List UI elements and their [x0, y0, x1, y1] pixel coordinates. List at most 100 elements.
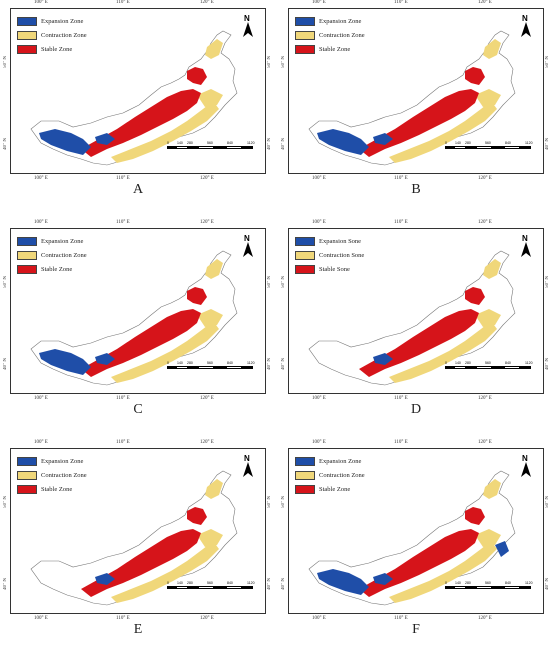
legend-item: Contraction Zone — [17, 29, 87, 41]
legend-item: Contraction Zone — [295, 469, 365, 481]
region-map — [30, 30, 238, 166]
svg-text:1120: 1120 — [247, 361, 255, 365]
contraction-area — [389, 541, 497, 603]
svg-text:0: 0 — [167, 361, 169, 365]
expansion-area — [495, 541, 509, 557]
legend-swatch — [17, 470, 37, 480]
longitude-tick-bottom: 120° E — [478, 176, 492, 181]
legend-item: Expansion Zone — [17, 455, 87, 467]
panel-label: F — [412, 622, 420, 637]
north-arrow-icon: N — [519, 13, 533, 39]
latitude-tick-left: 40° N — [3, 358, 8, 370]
map-panel-f: Expansion Zone Contraction Zone Stable Zon… — [281, 440, 550, 644]
legend-swatch — [17, 264, 37, 274]
svg-text:0: 0 — [445, 141, 447, 145]
longitude-tick-bottom: 100° E — [312, 616, 326, 621]
legend-swatch — [17, 456, 37, 466]
latitude-tick-left: 40° N — [281, 578, 286, 590]
legend-item: Contraction Zone — [295, 29, 365, 41]
region-map — [308, 250, 516, 386]
longitude-tick-top: 120° E — [478, 0, 492, 5]
svg-text:560: 560 — [485, 141, 491, 145]
expansion-area — [317, 129, 369, 155]
latitude-tick-right: 40° N — [267, 358, 272, 370]
map-panel-c: Expansion Zone Contraction Zone Stable Zon… — [3, 220, 272, 424]
legend-label: Stable Zone — [41, 45, 73, 53]
legend-item: Expansion Sone — [295, 235, 364, 247]
svg-text:280: 280 — [465, 581, 471, 585]
svg-text:280: 280 — [187, 581, 193, 585]
stable-area — [187, 287, 207, 305]
longitude-tick-top: 110° E — [394, 0, 408, 5]
legend-item: Stable Zone — [17, 483, 87, 495]
contraction-area — [205, 479, 223, 499]
legend-item: Expansion Zone — [295, 15, 365, 27]
longitude-tick-bottom: 120° E — [478, 396, 492, 401]
map-frame: Expansion Zone Contraction Zone Stable Zon… — [288, 8, 544, 174]
north-arrow-icon: N — [241, 233, 255, 259]
latitude-tick-right: 50° N — [267, 276, 272, 288]
map-frame: Expansion Sone Contraction Sone Stable Son… — [288, 228, 544, 394]
longitude-tick-bottom: 120° E — [478, 616, 492, 621]
legend-label: Stable Zone — [319, 45, 351, 53]
legend-item: Stable Zone — [295, 483, 365, 495]
legend-label: Expansion Zone — [319, 17, 362, 25]
contraction-area — [111, 541, 219, 603]
svg-text:560: 560 — [207, 361, 213, 365]
legend-label: Contraction Zone — [41, 471, 87, 479]
expansion-area — [373, 573, 393, 585]
legend-item: Stable Sone — [295, 263, 364, 275]
expansion-area — [373, 133, 393, 145]
legend-item: Stable Zone — [17, 43, 87, 55]
longitude-tick-top: 120° E — [200, 220, 214, 225]
svg-text:140: 140 — [455, 361, 461, 365]
longitude-tick-bottom: 100° E — [312, 176, 326, 181]
legend-swatch — [295, 456, 315, 466]
latitude-tick-right: 40° N — [545, 358, 550, 370]
longitude-tick-bottom: 110° E — [116, 176, 130, 181]
svg-text:0: 0 — [445, 581, 447, 585]
panel-label: E — [133, 622, 143, 637]
longitude-tick-bottom: 100° E — [34, 616, 48, 621]
legend-swatch — [295, 470, 315, 480]
legend-swatch — [17, 16, 37, 26]
longitude-tick-bottom: 120° E — [200, 396, 214, 401]
latitude-tick-left: 50° N — [281, 496, 286, 508]
contraction-area — [483, 39, 501, 59]
legend-swatch — [17, 236, 37, 246]
map-frame: Expansion Zone Contraction Zone Stable Zon… — [10, 448, 266, 614]
stable-area — [465, 287, 485, 305]
longitude-tick-top: 100° E — [34, 440, 48, 445]
expansion-area — [317, 569, 369, 595]
svg-text:140: 140 — [177, 581, 183, 585]
svg-text:840: 840 — [505, 141, 511, 145]
svg-text:560: 560 — [485, 361, 491, 365]
legend-swatch — [295, 44, 315, 54]
expansion-area — [39, 129, 91, 155]
svg-text:140: 140 — [177, 361, 183, 365]
longitude-tick-bottom: 100° E — [34, 176, 48, 181]
longitude-tick-bottom: 100° E — [312, 396, 326, 401]
latitude-tick-left: 40° N — [3, 138, 8, 150]
legend-swatch — [295, 484, 315, 494]
map-legend: Expansion Sone Contraction Sone Stable Son… — [295, 235, 364, 277]
legend-item: Contraction Zone — [17, 469, 87, 481]
map-frame: Expansion Zone Contraction Zone Stable Zon… — [10, 228, 266, 394]
contraction-area — [205, 259, 223, 279]
expansion-area — [95, 353, 115, 365]
svg-text:280: 280 — [465, 361, 471, 365]
contraction-area — [197, 529, 223, 547]
longitude-tick-top: 120° E — [200, 440, 214, 445]
legend-label: Expansion Sone — [319, 237, 362, 245]
legend-item: Expansion Zone — [17, 15, 87, 27]
svg-text:1120: 1120 — [247, 581, 255, 585]
panel-label: A — [132, 182, 144, 197]
svg-text:N: N — [244, 454, 250, 463]
scale-bar: 0 140 280 560 840 1120 — [167, 139, 257, 153]
legend-swatch — [17, 44, 37, 54]
legend-label: Contraction Zone — [41, 31, 87, 39]
svg-text:0: 0 — [445, 361, 447, 365]
legend-item: Stable Zone — [17, 263, 87, 275]
expansion-area — [373, 353, 393, 365]
latitude-tick-left: 50° N — [3, 56, 8, 68]
